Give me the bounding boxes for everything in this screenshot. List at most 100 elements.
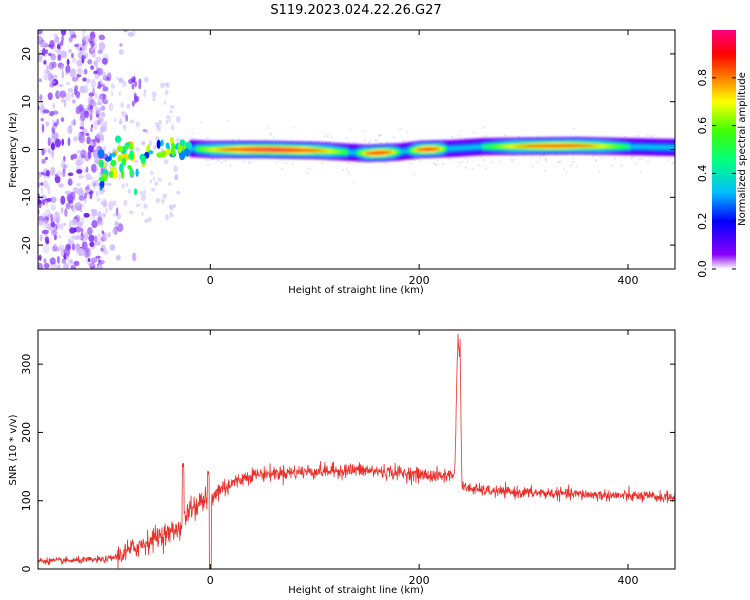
noise-speck bbox=[44, 156, 49, 161]
noise-speck bbox=[122, 111, 127, 118]
ridge-blob bbox=[156, 139, 161, 149]
ridge-blob bbox=[98, 176, 105, 182]
ridge-speck bbox=[466, 161, 469, 163]
noise-speck bbox=[47, 137, 51, 147]
noise-speck bbox=[54, 175, 61, 184]
ridge-speck bbox=[641, 158, 643, 161]
ridge-speck bbox=[518, 136, 521, 138]
ridge-blob bbox=[134, 81, 138, 87]
noise-speck bbox=[145, 130, 149, 134]
spectrogram-ticks: 0 200 400 -20 -10 0 10 20 bbox=[20, 30, 675, 287]
noise-speck bbox=[86, 166, 89, 173]
ridge-cell bbox=[534, 144, 537, 148]
ridge-cell bbox=[527, 144, 531, 148]
noise-speck bbox=[42, 243, 50, 254]
noise-speck bbox=[60, 50, 67, 59]
ridge-cell bbox=[410, 149, 414, 152]
ridge-speck bbox=[271, 133, 273, 136]
noise-speck bbox=[152, 97, 156, 102]
noise-speck bbox=[48, 61, 55, 70]
ridge-cell bbox=[588, 144, 591, 148]
ridge-speck bbox=[347, 171, 350, 174]
noise-speck bbox=[135, 147, 140, 152]
noise-speck bbox=[53, 44, 57, 53]
ridge-cell bbox=[220, 148, 224, 151]
ridge-speck bbox=[435, 164, 438, 166]
noise-speck bbox=[53, 37, 59, 44]
ridge-cell bbox=[456, 146, 460, 150]
noise-speck bbox=[93, 120, 98, 126]
ridge-speck bbox=[540, 153, 543, 156]
noise-speck bbox=[100, 111, 104, 117]
noise-speck bbox=[90, 37, 98, 43]
ridge-cell bbox=[364, 151, 368, 155]
noise-speck bbox=[67, 87, 74, 93]
ridge-speck bbox=[576, 165, 578, 168]
noise-speck bbox=[46, 197, 52, 202]
noise-speck bbox=[83, 212, 90, 218]
ridge-speck bbox=[433, 162, 435, 164]
noise-speck bbox=[94, 60, 98, 68]
noise-speck bbox=[106, 161, 109, 167]
ridge-cell bbox=[360, 151, 364, 155]
ridge-cell bbox=[671, 146, 675, 149]
ridge-speck bbox=[362, 130, 364, 132]
ridge-speck bbox=[347, 162, 350, 164]
noise-speck bbox=[98, 260, 105, 265]
noise-speck bbox=[101, 57, 108, 65]
noise-speck bbox=[38, 200, 42, 209]
snr-y-axis-label: SNR (10 * v/v) bbox=[8, 414, 19, 485]
ridge-speck bbox=[601, 156, 603, 159]
ridge-speck bbox=[598, 170, 600, 173]
ridge-cell bbox=[498, 145, 502, 148]
ridge-speck bbox=[631, 156, 633, 158]
ridge-cell bbox=[346, 150, 349, 154]
ridge-cell bbox=[648, 145, 652, 149]
ridge-speck bbox=[461, 161, 463, 163]
ridge-speck bbox=[471, 168, 474, 170]
ridge-cell bbox=[331, 149, 335, 153]
ridge-cell bbox=[325, 149, 328, 153]
ridge-blob bbox=[179, 139, 186, 147]
ridge-cell bbox=[580, 144, 583, 148]
ridge-cell bbox=[362, 151, 366, 155]
noise-speck bbox=[169, 109, 173, 114]
ridge-cell bbox=[446, 147, 449, 151]
ridge-cell bbox=[302, 148, 305, 152]
ridge-speck bbox=[354, 142, 356, 144]
noise-speck bbox=[56, 264, 60, 269]
ridge-cell bbox=[329, 149, 332, 153]
noise-speck bbox=[58, 83, 64, 88]
noise-speck bbox=[61, 34, 65, 43]
ridge-cell bbox=[494, 145, 497, 148]
noise-speck bbox=[111, 82, 114, 89]
ridge-cell bbox=[394, 150, 397, 154]
ridge-blob bbox=[100, 179, 105, 189]
ridge-cell bbox=[506, 144, 510, 148]
spectrogram-content bbox=[38, 30, 675, 269]
noise-speck bbox=[83, 128, 88, 135]
ridge-cell bbox=[415, 148, 418, 152]
figure-title: S119.2023.024.22.26.G27 bbox=[270, 3, 441, 18]
ridge-speck bbox=[290, 157, 292, 160]
ridge-speck bbox=[383, 161, 386, 164]
noise-speck bbox=[50, 166, 56, 176]
ridge-cell bbox=[212, 148, 216, 151]
noise-speck bbox=[74, 43, 79, 48]
ridge-cell bbox=[381, 151, 385, 155]
ridge-speck bbox=[510, 159, 513, 161]
ridge-speck bbox=[536, 161, 539, 163]
colorbar-tick-label: 0.6 bbox=[696, 117, 709, 135]
noise-speck bbox=[89, 241, 95, 247]
ridge-cell bbox=[523, 144, 527, 148]
spectrogram-blobs bbox=[97, 75, 193, 196]
noise-speck bbox=[72, 153, 78, 160]
ridge-speck bbox=[321, 162, 324, 164]
ridge-cell bbox=[398, 150, 401, 154]
noise-speck bbox=[59, 64, 64, 70]
ridge-cell bbox=[304, 148, 307, 152]
ridge-cell bbox=[197, 147, 201, 151]
noise-speck bbox=[39, 234, 43, 242]
noise-speck bbox=[77, 248, 85, 257]
ridge-speck bbox=[292, 163, 294, 165]
